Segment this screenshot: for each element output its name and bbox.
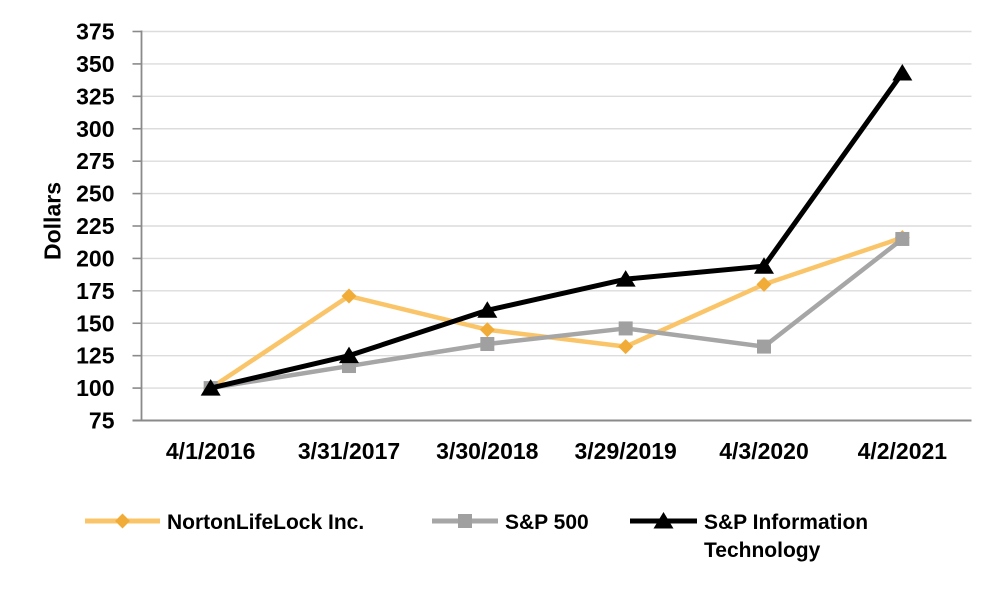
y-tick-label: 350 <box>76 51 114 77</box>
y-tick-label: 100 <box>76 375 114 401</box>
legend-label: Technology <box>704 539 821 562</box>
data-point-s-p-500 <box>480 336 495 351</box>
y-tick-label: 200 <box>76 245 114 271</box>
legend-label: S&P 500 <box>505 511 589 534</box>
legend-item-s-p-500: S&P 500 <box>432 511 589 534</box>
x-axis-label: 3/31/2017 <box>298 438 400 464</box>
x-axis-label: 4/3/2020 <box>719 438 809 464</box>
y-tick-label: 125 <box>76 343 115 369</box>
legend-label: S&P Information <box>704 511 868 534</box>
y-tick-label: 275 <box>76 148 115 174</box>
x-axis-label: 4/2/2021 <box>858 438 948 464</box>
legend-item-s-p-information-technology: S&P Information Technology <box>630 511 868 562</box>
legend-label: NortonLifeLock Inc. <box>167 511 364 534</box>
y-tick-label: 175 <box>76 278 115 304</box>
y-tick-label: 300 <box>76 116 114 142</box>
y-tick-label: 375 <box>76 19 115 45</box>
y-tick-label: 75 <box>89 408 115 434</box>
data-point-nortonlifelock-inc <box>618 339 634 355</box>
y-axis-title: Dollars <box>39 182 66 260</box>
legend-item-nortonlifelock-inc: NortonLifeLock Inc. <box>85 511 364 534</box>
series-s-p-500 <box>203 231 910 396</box>
series-line-s-p-information-technology <box>210 71 905 391</box>
legend-marker-square <box>458 514 472 528</box>
y-tick-label: 225 <box>76 213 115 239</box>
series-line-s-p-500 <box>210 237 904 391</box>
x-axis-label: 3/29/2019 <box>575 438 677 464</box>
y-tick-label: 325 <box>76 83 115 109</box>
x-axis-label: 3/30/2018 <box>436 438 539 464</box>
data-point-s-p-information-technology <box>892 63 913 81</box>
data-point-s-p-500 <box>757 339 771 354</box>
data-point-nortonlifelock-inc <box>479 322 495 338</box>
legend-marker-diamond <box>115 513 130 529</box>
data-point-s-p-information-technology <box>754 257 774 274</box>
x-axis-label: 4/1/2016 <box>166 438 256 464</box>
data-point-s-p-information-technology <box>477 301 498 318</box>
data-point-s-p-500 <box>895 231 910 246</box>
y-tick-label: 150 <box>76 310 114 336</box>
data-point-s-p-information-technology <box>615 270 636 287</box>
series-s-p-information-technology <box>200 63 913 396</box>
data-point-nortonlifelock-inc <box>341 288 357 304</box>
legend-marker-triangle <box>653 512 674 529</box>
data-point-s-p-500 <box>618 321 633 336</box>
y-tick-label: 250 <box>76 181 114 207</box>
data-point-s-p-information-technology <box>200 379 221 396</box>
data-point-s-p-information-technology <box>339 346 359 364</box>
data-point-nortonlifelock-inc <box>756 276 772 292</box>
